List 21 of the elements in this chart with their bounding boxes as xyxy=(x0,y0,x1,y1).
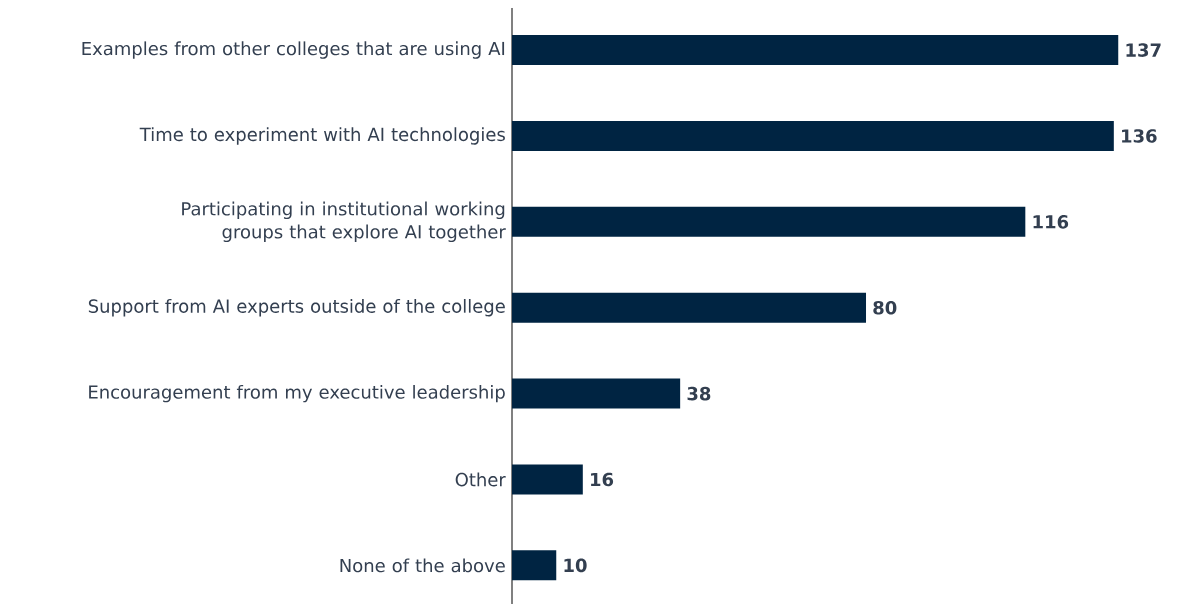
data-label: 16 xyxy=(591,472,614,487)
bar xyxy=(512,464,583,495)
y-tick-label: Other xyxy=(455,472,506,487)
y-tick-label: Participating in institutional working groups that explore AI together xyxy=(182,201,506,243)
bar xyxy=(512,550,557,581)
y-tick-label: Encouragement from my executive leadership xyxy=(89,384,505,403)
bar xyxy=(512,35,1119,66)
data-label: 116 xyxy=(1033,215,1069,229)
bar xyxy=(512,292,867,323)
data-label: 10 xyxy=(564,558,587,573)
data-label: 38 xyxy=(687,386,711,401)
data-label: 80 xyxy=(873,300,897,315)
bar xyxy=(512,120,1114,151)
bar xyxy=(512,206,1026,237)
y-tick-label: Support from AI experts outside of the college xyxy=(88,299,505,317)
y-tick-label: None of the above xyxy=(340,558,505,573)
bar xyxy=(512,378,681,409)
data-label: 136 xyxy=(1122,129,1157,143)
data-label: 137 xyxy=(1126,43,1161,57)
y-tick-label: Examples from other colleges that are using AI xyxy=(82,41,505,59)
y-tick-label: Time to experiment with AI technologies xyxy=(139,127,505,145)
